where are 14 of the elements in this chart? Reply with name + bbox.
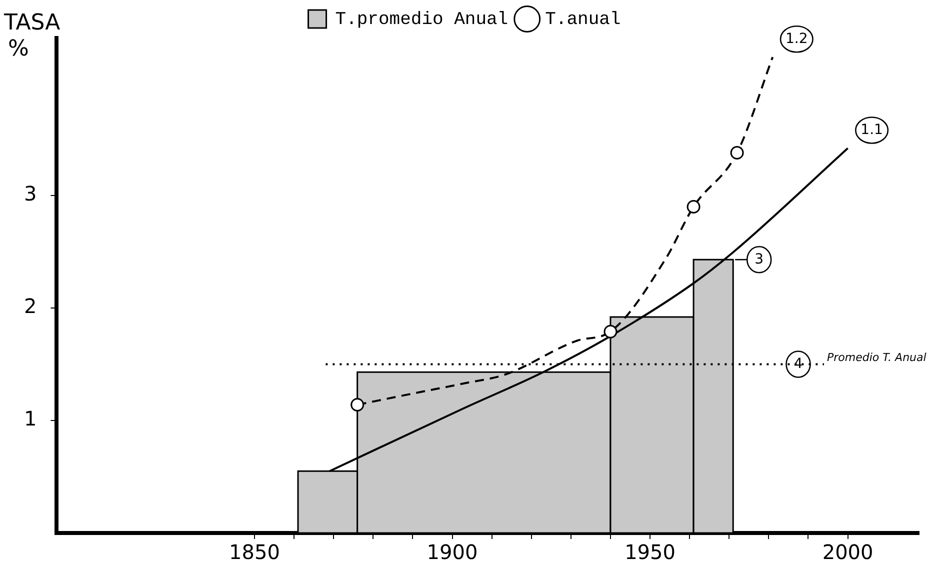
series-label: 1.2	[786, 30, 808, 47]
series-label: 1.1	[860, 122, 883, 138]
x-tick-label: 1950	[624, 540, 676, 564]
y-tick-label: 3	[24, 182, 37, 206]
y-tick-label: 1	[24, 406, 37, 431]
legend-label: T.promedio Anual	[335, 10, 508, 30]
y-tick-label: 2	[24, 294, 37, 318]
legend-label: T.anual	[545, 10, 621, 30]
x-tick-label: 1900	[426, 540, 478, 564]
x-tick-label: 1850	[229, 540, 280, 564]
ref-line-label: Promedio T. Anual	[827, 351, 926, 364]
y-axis-title: TASA %	[3, 10, 60, 62]
x-tick-label: 2000	[822, 540, 874, 564]
annotation: 3	[754, 251, 764, 268]
